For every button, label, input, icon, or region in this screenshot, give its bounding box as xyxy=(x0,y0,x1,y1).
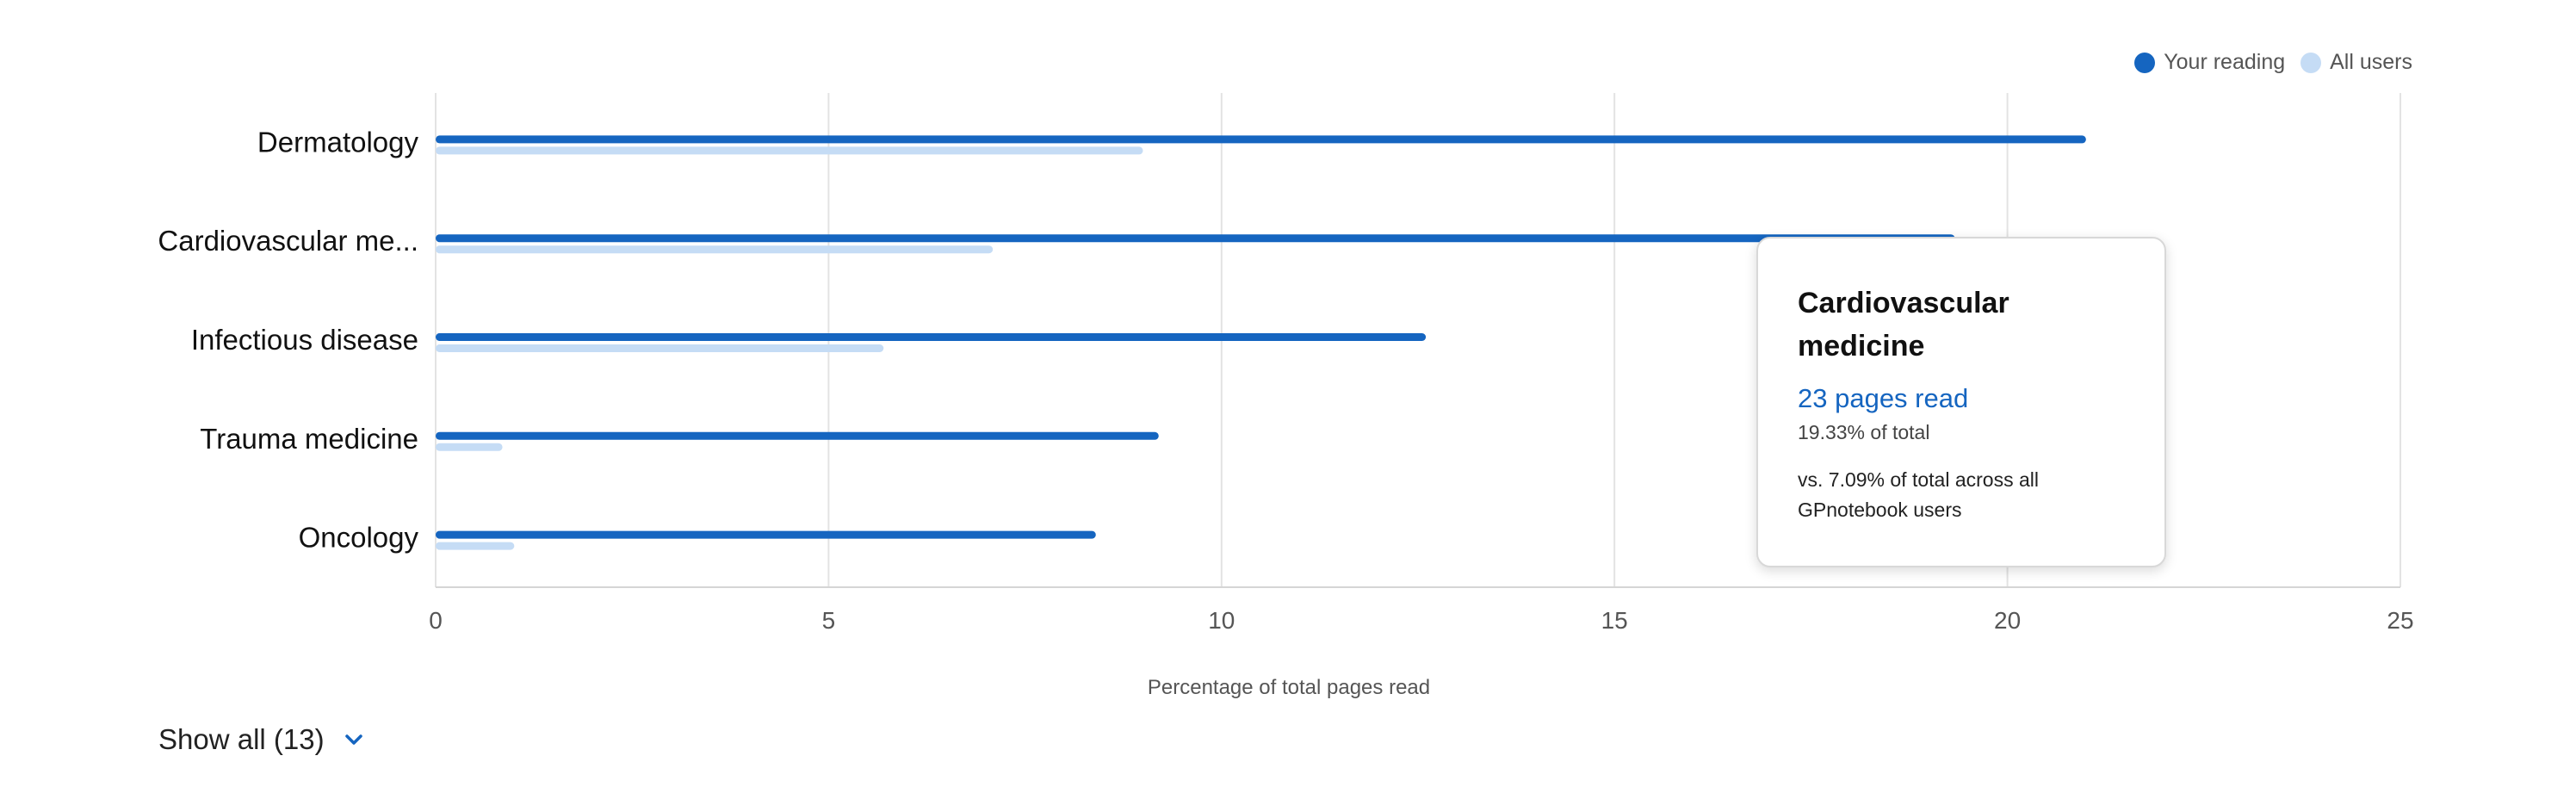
bar-all-users[interactable] xyxy=(436,443,503,451)
chart-tooltip: Cardiovascular medicine 23 pages read 19… xyxy=(1756,237,2166,567)
category-label: Oncology xyxy=(299,522,419,554)
x-tick-label-20: 20 xyxy=(1994,607,2021,634)
legend-label-all-users: All users xyxy=(2330,50,2412,74)
show-all-label: Show all (13) xyxy=(158,723,325,755)
x-tick-label-15: 15 xyxy=(1601,607,1628,634)
legend-item-your-reading[interactable]: Your reading xyxy=(2134,50,2285,75)
tooltip-pages-read: 23 pages read xyxy=(1798,383,1969,413)
show-all-button[interactable]: Show all (13) xyxy=(158,723,366,756)
bar-your-reading[interactable] xyxy=(436,530,1096,539)
x-tick-label-25: 25 xyxy=(2387,607,2413,634)
bar-your-reading[interactable] xyxy=(436,333,1427,341)
x-tick-label-10: 10 xyxy=(1208,607,1235,634)
bar-all-users[interactable] xyxy=(436,146,1143,155)
x-tick-label-0: 0 xyxy=(429,607,443,634)
bar-all-users[interactable] xyxy=(436,542,515,550)
category-label: Cardiovascular me... xyxy=(158,225,418,257)
tooltip-comparison: vs. 7.09% of total across all GPnotebook… xyxy=(1798,468,2039,521)
legend-label-your-reading: Your reading xyxy=(2164,50,2286,74)
tooltip-percent: 19.33% of total xyxy=(1798,421,1930,443)
legend-swatch-all-users xyxy=(2300,52,2322,73)
bar-your-reading[interactable] xyxy=(436,431,1159,440)
bar-all-users[interactable] xyxy=(436,245,994,254)
bar-your-reading[interactable] xyxy=(436,234,1955,243)
x-tick-label-5: 5 xyxy=(822,607,836,634)
x-axis-title: Percentage of total pages read xyxy=(1148,676,1430,699)
legend-swatch-your-reading xyxy=(2134,52,2156,73)
chevron-down-icon xyxy=(344,734,362,745)
legend: Your reading All users xyxy=(2134,50,2412,75)
category-label: Infectious disease xyxy=(191,324,418,356)
category-label: Trauma medicine xyxy=(200,423,418,455)
bar-all-users[interactable] xyxy=(436,344,884,352)
tooltip-title: Cardiovascular medicine xyxy=(1798,287,2009,362)
legend-item-all-users[interactable]: All users xyxy=(2300,50,2412,75)
bar-your-reading[interactable] xyxy=(436,135,2086,144)
category-label: Dermatology xyxy=(257,126,419,158)
